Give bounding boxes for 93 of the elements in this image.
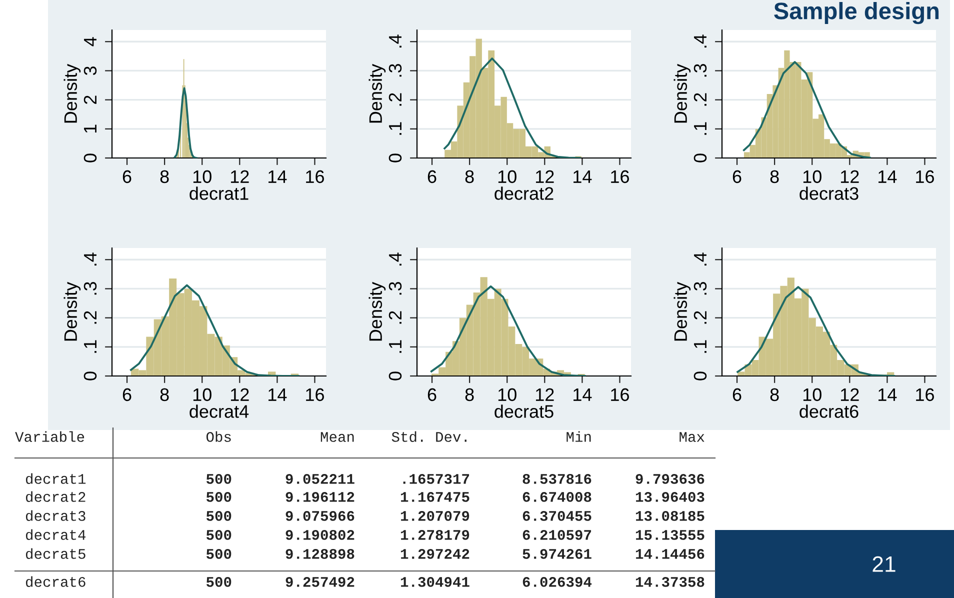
x-tick-label: 10 [193, 388, 212, 402]
y-tick-label: .2 [694, 93, 706, 106]
y-tick-label: .4 [389, 252, 402, 266]
text: Variable Obs Mean Std. Dev. Min Max [15, 431, 704, 442]
x-axis-title: decrat3 [800, 186, 858, 200]
text: 21 [872, 556, 896, 572]
x-tick-label: 6 [732, 170, 742, 184]
text: decrat2 500 9.196112 1.167475 6.674008 13.96403 [26, 491, 704, 502]
y-tick-label: .2 [388, 93, 402, 106]
x-tick-label: 12 [230, 388, 249, 401]
line-series [736, 286, 896, 376]
x-tick-label: 16 [611, 170, 629, 184]
line-series [444, 58, 581, 158]
x-tick-label: 14 [574, 170, 592, 183]
line-series [174, 87, 198, 158]
x-tick-label: 16 [916, 388, 934, 402]
y-tick-label: .4 [84, 252, 96, 266]
y-tick-label: .1 [389, 122, 402, 135]
y-tick-label: .3 [388, 64, 402, 77]
y-tick-label: .2 [84, 311, 96, 324]
x-tick-label: 14 [268, 170, 287, 183]
x-tick-label: 10 [803, 170, 822, 184]
y-tick-label: .4 [389, 34, 402, 48]
text: decrat6 500 9.257492 1.304941 6.026394 14.37358 [26, 576, 704, 587]
line-series [130, 284, 300, 376]
x-tick-label: 16 [306, 170, 324, 184]
x-tick-label: 16 [611, 388, 629, 402]
y-axis-title: Density [674, 282, 691, 341]
x-tick-label: 8 [465, 170, 474, 184]
x-tick-label: 8 [770, 388, 779, 402]
y-tick-label: .3 [694, 64, 707, 77]
x-tick-label: 10 [803, 388, 822, 402]
y-tick-label: .3 [388, 282, 402, 295]
x-tick-label: 16 [306, 388, 324, 402]
y-tick-label: .1 [389, 340, 402, 353]
x-tick-label: 14 [574, 388, 592, 401]
text: decrat4 500 9.190802 1.278179 6.210597 15.13555 [26, 529, 704, 540]
y-tick-label: 4 [84, 37, 96, 46]
y-tick-label: 1 [84, 124, 96, 133]
x-tick-label: 12 [230, 170, 249, 183]
x-tick-label: 12 [840, 388, 859, 401]
x-axis-title: decrat2 [494, 186, 554, 200]
x-tick-label: 8 [770, 170, 779, 184]
x-axis-title: decrat1 [190, 186, 248, 200]
x-axis-title: decrat4 [190, 404, 249, 418]
y-tick-label: 0 [84, 154, 97, 162]
line-series [742, 61, 871, 158]
y-tick-label: .2 [388, 311, 402, 324]
x-tick-label: 10 [193, 170, 212, 184]
y-axis-title: Density [368, 64, 386, 123]
x-tick-label: 6 [122, 388, 132, 402]
x-tick-label: 14 [878, 170, 897, 183]
y-tick-label: 0 [694, 372, 707, 380]
y-axis-title: Density [674, 64, 691, 123]
x-axis-title: decrat5 [494, 404, 554, 418]
y-axis-title: Density [368, 282, 386, 341]
x-tick-label: 6 [428, 388, 436, 402]
y-tick-label: .4 [694, 252, 706, 266]
y-tick-label: .3 [694, 282, 707, 295]
x-tick-label: 16 [916, 170, 934, 184]
x-tick-label: 10 [498, 170, 516, 184]
x-tick-label: 6 [122, 170, 132, 184]
x-tick-label: 12 [536, 170, 554, 183]
y-tick-label: 2 [84, 96, 96, 104]
y-tick-label: .1 [694, 340, 706, 353]
x-tick-label: 8 [160, 388, 169, 402]
y-tick-label: 3 [84, 66, 97, 76]
y-tick-label: 0 [84, 372, 97, 380]
x-tick-label: 14 [878, 388, 897, 401]
y-tick-label: 0 [694, 154, 707, 162]
x-tick-label: 12 [536, 388, 554, 401]
y-tick-label: .1 [694, 122, 706, 135]
x-tick-label: 6 [732, 388, 742, 402]
x-axis-title: decrat6 [800, 404, 858, 418]
x-tick-label: 10 [498, 388, 516, 402]
y-axis-title: Density [64, 64, 81, 123]
x-tick-label: 6 [428, 170, 436, 184]
line-series [430, 285, 586, 376]
y-tick-label: .4 [694, 34, 706, 48]
text: Sample design [774, 2, 939, 24]
y-tick-label: .2 [694, 311, 706, 324]
y-tick-label: 0 [388, 154, 402, 162]
y-tick-label: .3 [84, 282, 97, 295]
x-tick-label: 8 [160, 170, 169, 184]
text: decrat5 500 9.128898 1.297242 5.974261 14.14456 [26, 548, 704, 559]
y-tick-label: .1 [84, 340, 96, 353]
y-axis-title: Density [64, 282, 81, 341]
text: decrat3 500 9.075966 1.207079 6.370455 13.08185 [26, 510, 704, 521]
text: decrat1 500 9.052211 .1657317 8.537816 9.793636 [26, 473, 704, 484]
x-tick-label: 8 [465, 388, 474, 402]
y-tick-label: 0 [388, 372, 402, 380]
x-tick-label: 12 [840, 170, 859, 183]
x-tick-label: 14 [268, 388, 287, 401]
